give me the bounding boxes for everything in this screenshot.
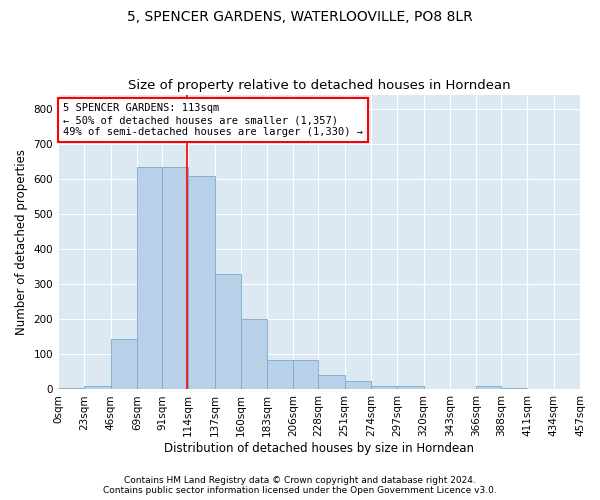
Y-axis label: Number of detached properties: Number of detached properties — [15, 149, 28, 335]
Text: 5, SPENCER GARDENS, WATERLOOVILLE, PO8 8LR: 5, SPENCER GARDENS, WATERLOOVILLE, PO8 8… — [127, 10, 473, 24]
Bar — [241, 319, 267, 390]
Bar — [371, 386, 397, 390]
Bar — [345, 380, 371, 390]
Bar — [162, 167, 188, 390]
Bar — [215, 274, 241, 390]
Bar — [319, 374, 345, 390]
Title: Size of property relative to detached houses in Horndean: Size of property relative to detached ho… — [128, 79, 511, 92]
X-axis label: Distribution of detached houses by size in Horndean: Distribution of detached houses by size … — [164, 442, 474, 455]
Bar — [501, 388, 527, 390]
Bar — [137, 166, 162, 390]
Bar — [110, 338, 137, 390]
Text: Contains HM Land Registry data © Crown copyright and database right 2024.
Contai: Contains HM Land Registry data © Crown c… — [103, 476, 497, 495]
Bar — [476, 386, 501, 390]
Bar — [580, 388, 600, 390]
Bar — [397, 386, 424, 390]
Bar — [293, 360, 319, 390]
Bar — [85, 386, 110, 390]
Text: 5 SPENCER GARDENS: 113sqm
← 50% of detached houses are smaller (1,357)
49% of se: 5 SPENCER GARDENS: 113sqm ← 50% of detac… — [63, 104, 363, 136]
Bar — [58, 388, 85, 390]
Bar — [188, 176, 215, 390]
Bar — [267, 360, 293, 390]
